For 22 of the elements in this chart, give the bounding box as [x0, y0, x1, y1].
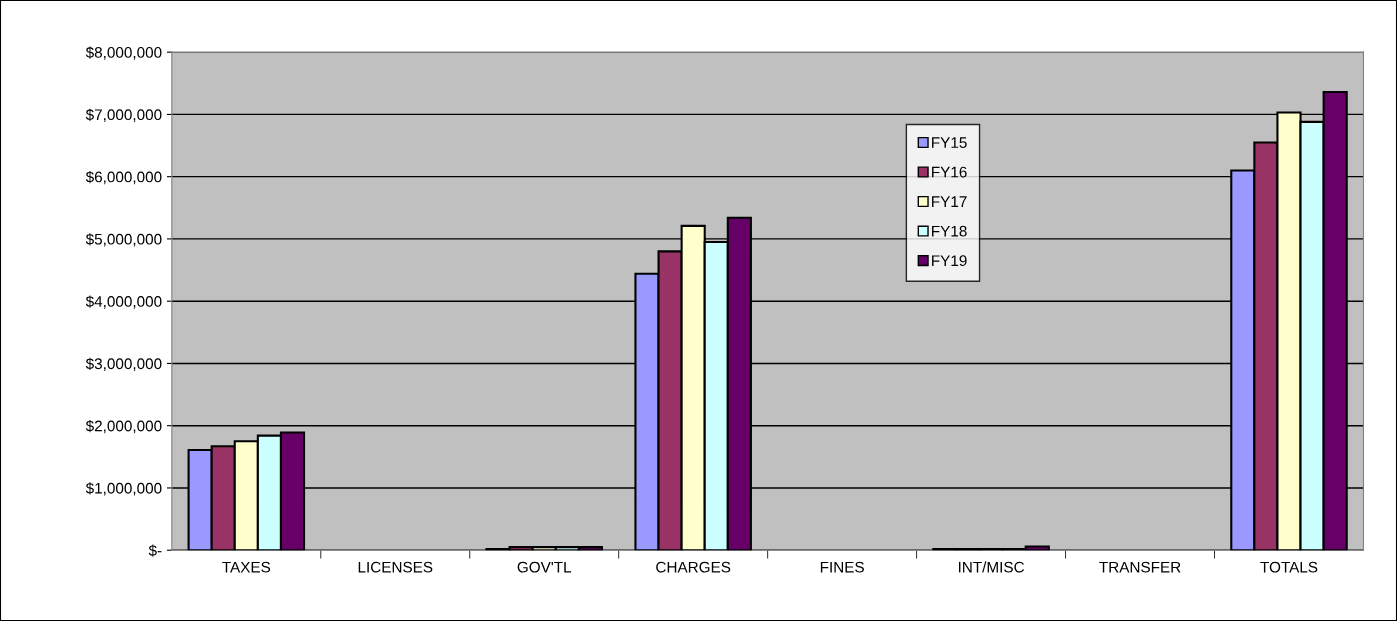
x-tick-label: INT/MISC	[958, 561, 1025, 573]
x-tick-label: FINES	[820, 561, 864, 573]
y-tick-label: $3,000,000	[85, 357, 162, 371]
legend-label: FY18	[932, 225, 967, 237]
y-tick-label: $8,000,000	[85, 46, 162, 60]
legend-label: FY19	[932, 255, 967, 267]
x-tick-label: CHARGES	[656, 561, 731, 573]
y-tick-label: $-	[148, 544, 162, 557]
x-tick-label: TOTALS	[1260, 561, 1318, 573]
x-tick-label: GOV'TL	[517, 561, 572, 573]
y-tick-label: $6,000,000	[85, 170, 162, 185]
y-tick-label: $1,000,000	[85, 482, 162, 496]
y-tick-label: $5,000,000	[85, 233, 162, 247]
y-tick-label: $7,000,000	[85, 108, 162, 122]
x-tick-label: TAXES	[222, 561, 271, 573]
y-tick-label: $4,000,000	[85, 295, 162, 309]
y-tick-label: $2,000,000	[85, 419, 162, 434]
x-tick-label: TRANSFER	[1099, 561, 1181, 573]
legend-label: FY16	[932, 166, 967, 178]
legend-label: FY17	[932, 196, 967, 207]
legend-label: FY15	[932, 137, 967, 148]
x-tick-label: LICENSES	[358, 561, 433, 573]
